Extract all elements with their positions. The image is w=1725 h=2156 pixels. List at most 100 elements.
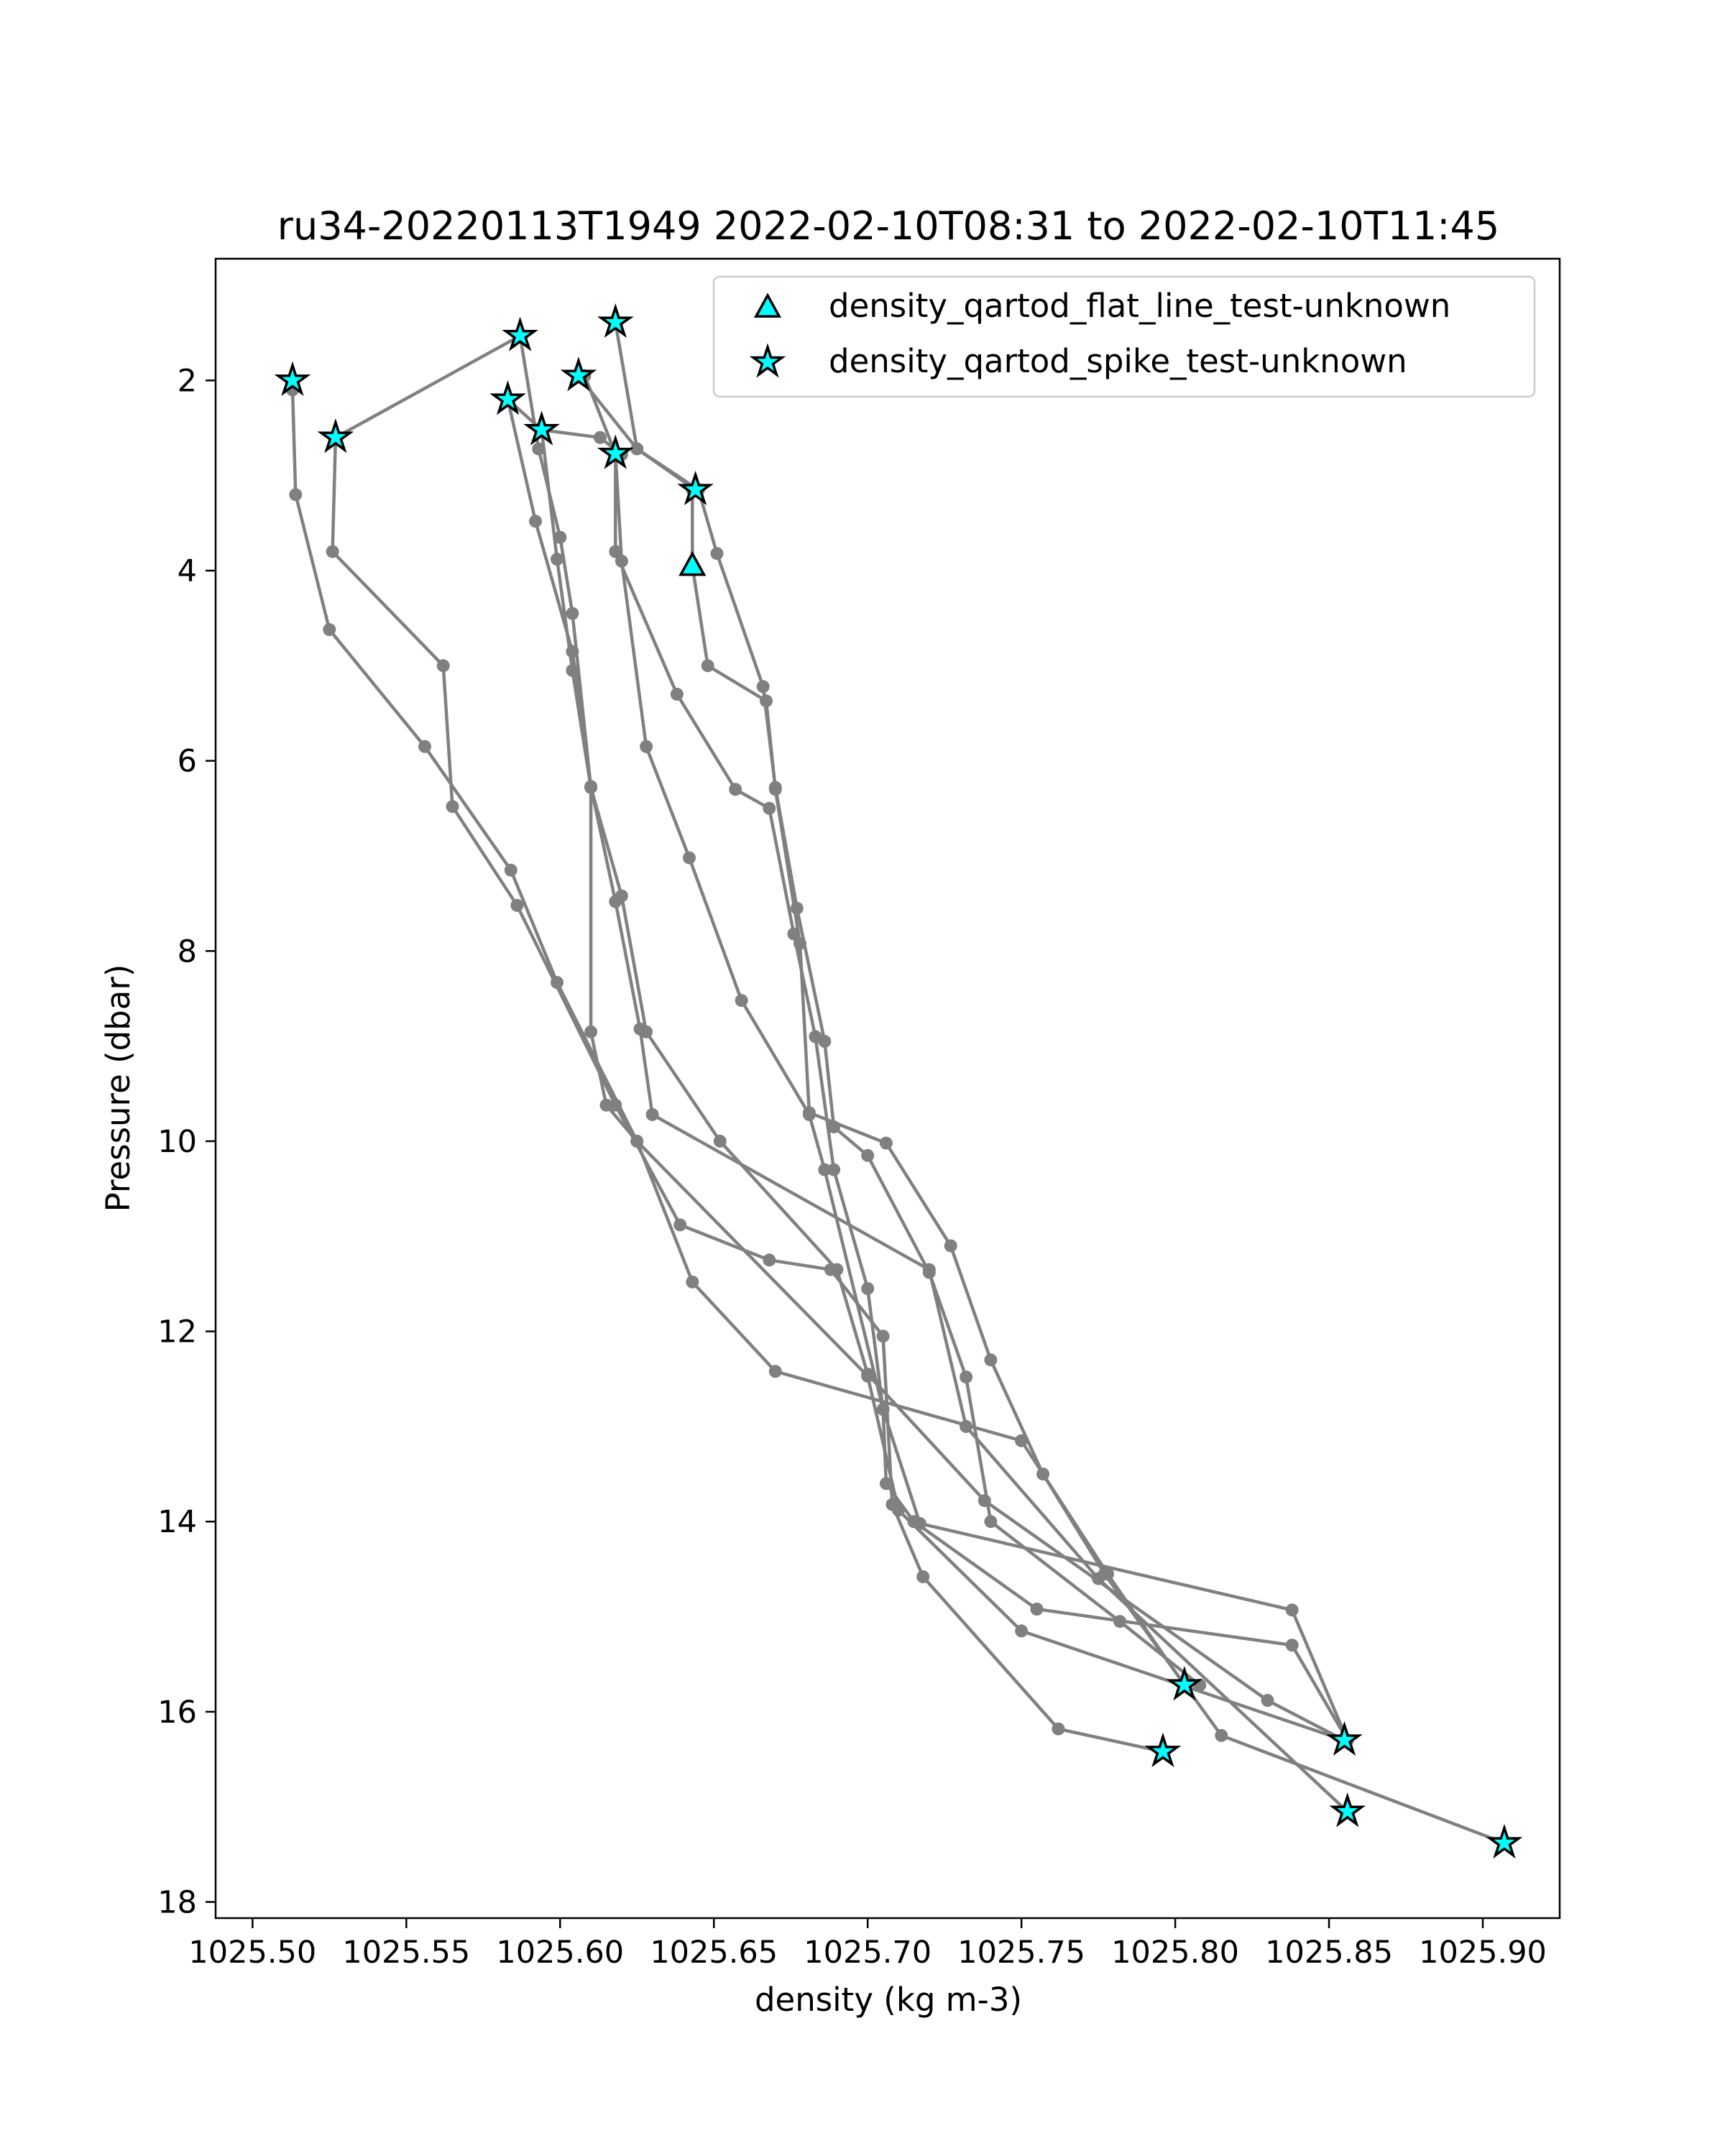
y-tick-label-5: 12: [157, 1314, 197, 1350]
profile-9-point-10: [922, 1266, 936, 1279]
legend-triangle-marker: [753, 292, 782, 318]
profile-8-point-12: [1285, 1639, 1299, 1652]
spike-flag-13: [1486, 1823, 1523, 1859]
profile-0-point-8: [686, 1275, 699, 1289]
profile-1-point-12: [1052, 1722, 1065, 1736]
spike-flag-1: [317, 418, 354, 453]
profile-9-point-9: [861, 1148, 875, 1162]
spike-flag-11: [1326, 1720, 1363, 1756]
profile-10-point-6: [809, 1030, 822, 1044]
spike-flag-12: [1329, 1792, 1366, 1828]
profile-1-point-1: [326, 545, 339, 558]
profile-4-point-8: [960, 1419, 973, 1433]
profile-5-point-5: [584, 1025, 598, 1038]
profile-12-point-4: [794, 936, 806, 950]
y-tick-label-0: 2: [178, 363, 197, 399]
profile-10-point-3: [729, 783, 742, 796]
profile-6-point-1: [593, 430, 607, 444]
profile-4-point-4: [609, 895, 622, 908]
profile-0-point-6: [551, 976, 564, 989]
y-tick-label-8: 18: [157, 1885, 197, 1921]
profile-line-8: [583, 374, 1349, 1741]
spike-flag-9: [1166, 1666, 1203, 1701]
legend-triangle-shape: [753, 292, 782, 318]
x-tick-label-6: 1025.80: [1111, 1935, 1239, 1971]
profile-4-point-6: [645, 1107, 659, 1121]
profile-3-point-3: [566, 607, 579, 620]
spike-flag-8: [677, 470, 714, 506]
spike-flag-4: [560, 356, 597, 392]
profile-9-point-1: [630, 442, 644, 456]
chart-title: ru34-20220113T1949 2022-02-10T08:31 to 2…: [277, 203, 1499, 249]
spike-flag-0: [274, 361, 311, 396]
profile-9-point-3: [710, 547, 724, 561]
profile-3-point-1: [532, 442, 546, 456]
plot-frame: [214, 257, 1561, 1920]
profile-1-point-2: [436, 659, 450, 673]
profile-line-2: [334, 334, 521, 439]
y-axis-ticks: 2 4 6 8 10 12 14 16 18: [157, 363, 216, 1921]
profile-10-point-2: [670, 688, 684, 701]
legend-label-spike-test: density_qartod_spike_test-unknown: [829, 342, 1407, 380]
profile-0-point-5: [504, 863, 518, 877]
profile-3-point-11: [1261, 1694, 1274, 1707]
x-tick-label-4: 1025.70: [804, 1935, 932, 1971]
profile-10-point-5: [787, 927, 801, 941]
profile-5-point-6: [599, 1098, 613, 1112]
profile-10-point-4: [763, 801, 776, 815]
profile-1-point-3: [446, 800, 459, 814]
profile-3-point-7: [713, 1134, 727, 1148]
x-tick-label-0: 1025.50: [188, 1935, 316, 1971]
flat-line-flag-0: [678, 550, 707, 576]
profile-3-point-8: [830, 1263, 844, 1276]
profile-8-point-2: [615, 554, 628, 568]
profile-4-point-5: [633, 1022, 647, 1036]
x-axis-ticks: 1025.50 1025.55 1025.60 1025.65 1025.70 1025.…: [188, 1918, 1547, 1971]
x-tick-label-2: 1025.60: [496, 1935, 624, 1971]
x-axis-label: density (kg m-3): [755, 1981, 1022, 2019]
profile-3-point-2: [553, 530, 567, 544]
y-axis-label: Pressure (dbar): [99, 964, 137, 1212]
x-tick-label-7: 1025.85: [1265, 1935, 1393, 1971]
profile-4-point-1: [529, 515, 542, 528]
profile-5-point-3: [566, 663, 579, 677]
profile-12-point-5: [802, 1106, 816, 1120]
profile-10-point-8: [861, 1282, 875, 1295]
spike-flag-2: [502, 316, 538, 351]
x-tick-label-1: 1025.55: [342, 1935, 470, 1971]
profile-10-point-11: [1285, 1603, 1299, 1617]
y-tick-label-7: 16: [157, 1695, 197, 1731]
x-tick-label-5: 1025.75: [957, 1935, 1085, 1971]
profile-9-point-11: [960, 1370, 973, 1384]
profile-8-point-11: [1030, 1603, 1044, 1616]
profile-5-point-8: [861, 1369, 875, 1383]
profile-1-point-4: [510, 898, 524, 912]
profile-12-point-6: [879, 1136, 893, 1150]
profile-12-point-10: [1098, 1567, 1111, 1580]
profile-12-point-11: [1215, 1728, 1228, 1742]
profile-8-point-4: [683, 851, 696, 865]
spike-flag-6: [523, 410, 560, 446]
profile-5-point-10: [1015, 1624, 1029, 1638]
y-tick-label-2: 6: [178, 744, 197, 780]
y-tick-label-1: 4: [178, 553, 197, 589]
profile-1-point-5: [609, 1098, 622, 1112]
profile-1-point-9: [876, 1330, 890, 1343]
profile-10-point-7: [827, 1163, 841, 1176]
x-tick-label-3: 1025.65: [650, 1935, 778, 1971]
profile-12-point-9: [1036, 1468, 1050, 1481]
profile-line-1: [331, 437, 1164, 1754]
profile-10-point-9: [876, 1403, 890, 1416]
profile-4-point-2: [566, 645, 579, 658]
profile-8-point-7: [818, 1163, 832, 1176]
profile-9-point-13: [1113, 1615, 1127, 1628]
profile-12-point-2: [760, 694, 773, 708]
profile-0-point-9: [768, 1365, 782, 1378]
legend-frame: [712, 275, 1536, 398]
profile-9-point-12: [984, 1515, 998, 1529]
profile-1-point-7: [763, 1253, 776, 1267]
profile-8-point-9: [879, 1477, 893, 1491]
y-tick-label-4: 10: [157, 1124, 197, 1160]
profile-8-point-3: [640, 740, 653, 753]
